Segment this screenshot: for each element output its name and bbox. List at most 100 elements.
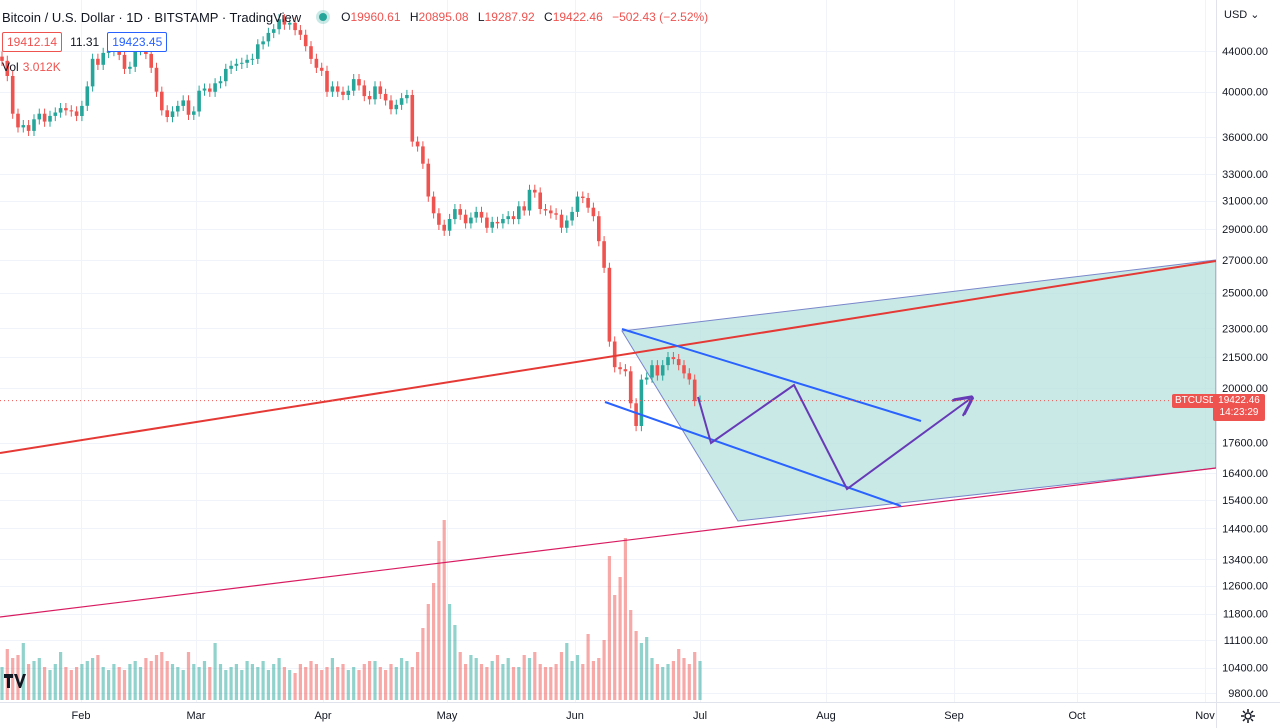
candle-body (192, 111, 196, 115)
change-value: −502.43 (−2.52%) (612, 10, 709, 24)
volume-bar (43, 667, 47, 700)
price-tick-label: 17600.00 (1222, 438, 1268, 450)
volume-bar (133, 661, 137, 700)
candle-body (463, 214, 468, 224)
candle-body (666, 357, 670, 366)
candle-body (682, 365, 686, 374)
volume-bar (629, 610, 633, 700)
volume-bar (176, 667, 180, 700)
projection-path[interactable] (697, 383, 970, 491)
volume-bar (511, 667, 516, 700)
volume-bar (48, 670, 52, 700)
candle-body (655, 365, 660, 376)
volume-bar (639, 643, 643, 700)
candle-body (687, 373, 692, 380)
buy-button[interactable]: 19423.45 (107, 32, 168, 52)
gear-icon[interactable] (1240, 708, 1256, 724)
candle-body (607, 267, 612, 342)
candle-body (287, 22, 292, 25)
volume-bar (479, 664, 484, 700)
volume-bar (693, 652, 697, 700)
volume-bar (21, 643, 25, 700)
candle-body (309, 46, 313, 59)
volume-bar (687, 664, 691, 700)
volume-bar (453, 625, 457, 700)
candle-body (325, 70, 329, 92)
channel-bottom-line[interactable] (604, 401, 902, 507)
volume-bar (373, 661, 377, 700)
sell-button[interactable]: 19412.14 (2, 32, 63, 52)
volume-bar (336, 667, 340, 700)
volume-bar (309, 661, 313, 700)
candle-body (410, 95, 415, 142)
tradingview-logo-icon[interactable] (4, 674, 26, 692)
candle-body (21, 125, 26, 128)
candle-body (474, 211, 478, 218)
volume-bar (410, 667, 414, 700)
volume-bar (282, 667, 286, 700)
channel-top-line[interactable] (621, 328, 922, 422)
volume-bar (101, 667, 105, 700)
open-value: 19960.61 (350, 10, 401, 24)
volume-bar (218, 664, 223, 700)
candle-body (37, 113, 42, 120)
candle-body (122, 54, 127, 69)
candle-body (58, 108, 63, 113)
volume-bar (421, 628, 425, 700)
volume-bar (122, 670, 127, 700)
trade-buttons: 19412.14 11.31 19423.45 (2, 32, 168, 52)
candle-body (277, 19, 281, 30)
volume-bar (64, 667, 68, 700)
candle-body (479, 211, 484, 218)
volume-bar (138, 667, 143, 700)
candle-body (149, 53, 153, 68)
volume-bar (581, 664, 585, 700)
volume-bar (149, 661, 153, 700)
candle-body (586, 198, 590, 208)
volume-bar (522, 655, 526, 700)
volume-bar (293, 673, 297, 700)
volume-bar (416, 652, 420, 700)
support-trendline[interactable] (0, 260, 1217, 454)
candle-body (421, 146, 425, 164)
time-tick-label: Apr (314, 710, 331, 722)
volume-bar (240, 670, 244, 700)
candle-body (559, 214, 564, 228)
volume-bar (501, 664, 505, 700)
time-tick-label: Mar (187, 710, 206, 722)
candle-body (42, 113, 47, 122)
volume-bar (698, 661, 702, 700)
candle-body (426, 163, 431, 197)
price-tag-symbol: BTCUSD (1172, 394, 1220, 408)
volume-bar (213, 643, 217, 700)
volume-bar (85, 661, 89, 700)
candle-body (351, 79, 356, 91)
volume-bar (75, 667, 79, 700)
volume-bar (107, 670, 111, 700)
volume-bar (623, 538, 627, 700)
price-tick-label: 23000.00 (1222, 323, 1268, 335)
candle-body (549, 210, 553, 214)
symbol-title[interactable]: Bitcoin / U.S. Dollar · 1D · BITSTAMP · … (2, 9, 302, 25)
volume-bar (570, 661, 574, 700)
price-tick-label: 29000.00 (1222, 224, 1268, 236)
candle-body (80, 105, 84, 116)
volume-bar (554, 664, 558, 700)
candle-body (453, 209, 457, 220)
volume-bar (586, 634, 590, 700)
volume-bar (464, 664, 468, 700)
market-open-icon (319, 13, 328, 21)
candle-body (261, 41, 265, 45)
lower-trendline[interactable] (0, 467, 1217, 618)
candle-body (575, 196, 580, 212)
candle-body (612, 341, 617, 368)
price-tick-label: 21500.00 (1222, 352, 1268, 364)
currency-selector[interactable]: USD ⌄ (1224, 9, 1260, 21)
price-tag-box: 19422.46 14:23:29 (1213, 394, 1265, 421)
volume-bar (495, 655, 500, 700)
candle-body (197, 90, 201, 112)
volume-bar (677, 649, 681, 700)
volume-bar (186, 652, 191, 700)
price-tick-label: 27000.00 (1222, 255, 1268, 267)
